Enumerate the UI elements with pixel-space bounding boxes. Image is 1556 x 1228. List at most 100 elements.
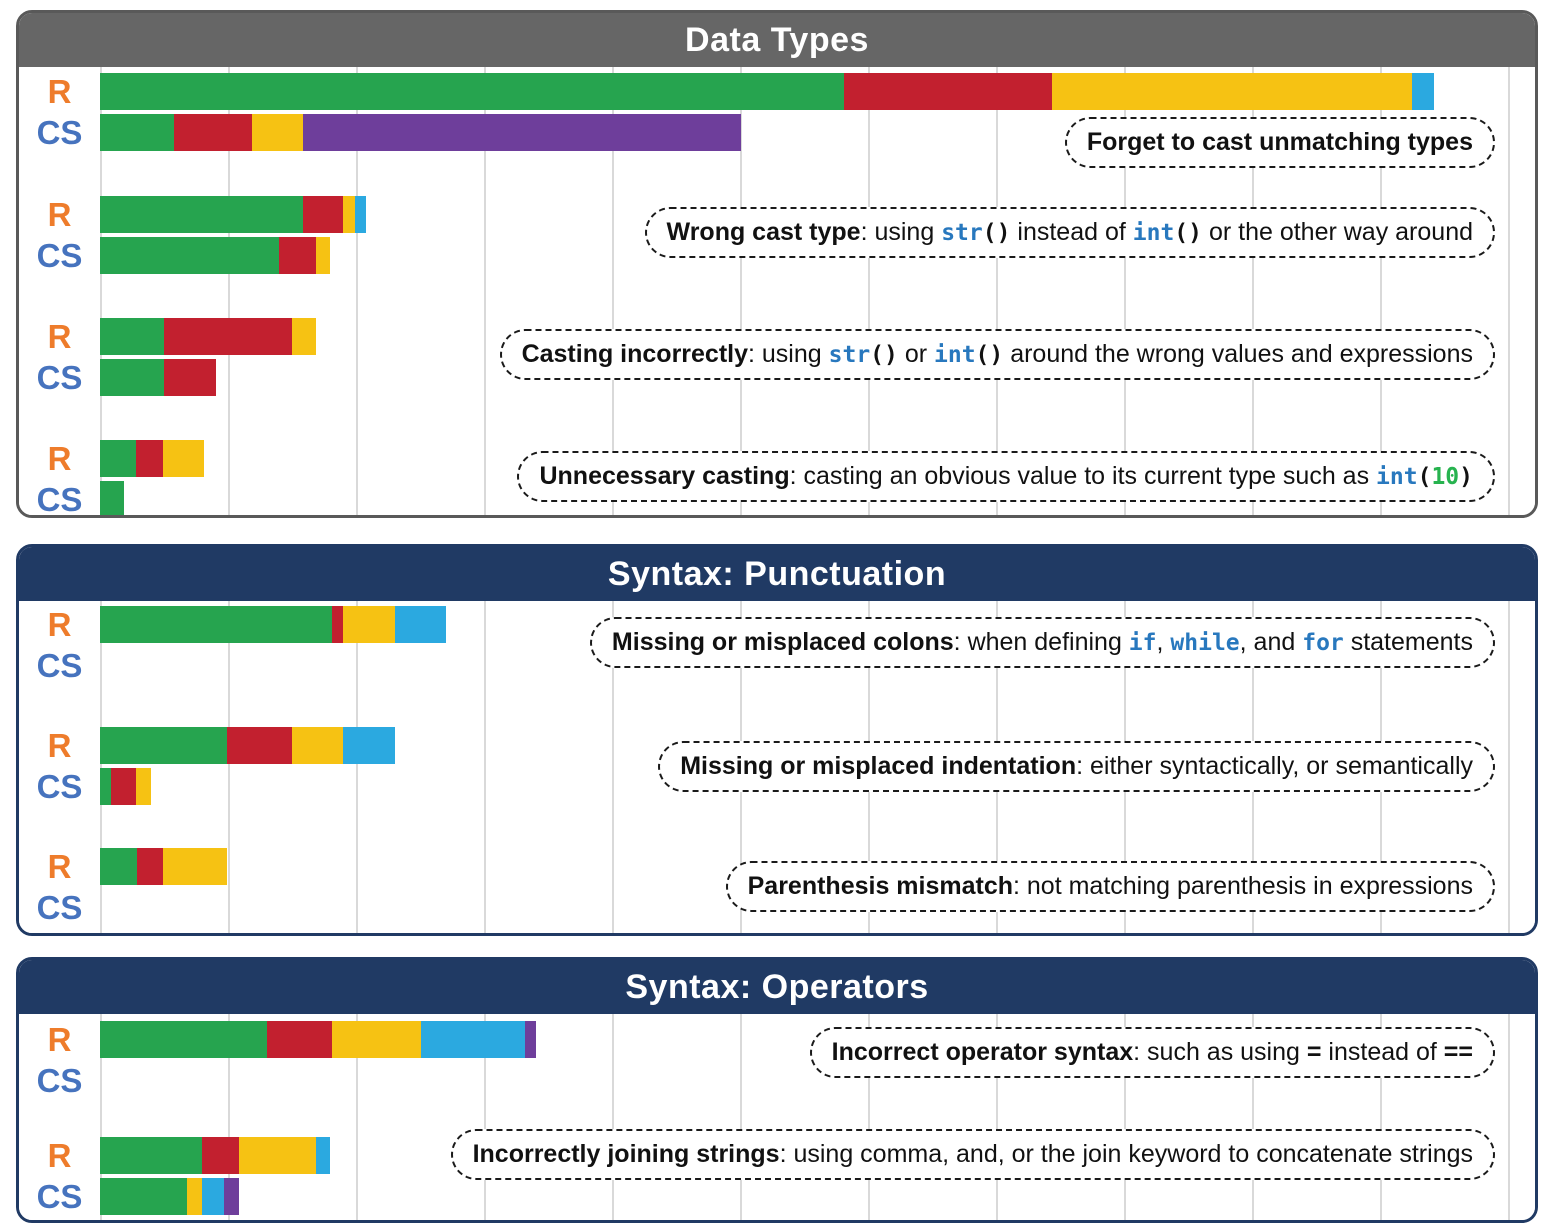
bar-segment-red <box>267 1021 332 1058</box>
stacked-bar <box>100 73 1531 110</box>
bar-row-cs: CS <box>19 647 1531 684</box>
bar-segment-yellow <box>251 114 304 151</box>
annotation-text: , <box>1156 628 1171 656</box>
bar-group: R CS <box>19 1137 1531 1219</box>
bar-segment-yellow <box>343 606 395 643</box>
panel-body: R CS Incorrect operator syntax: such as us… <box>19 1014 1535 1220</box>
row-label-cs: CS <box>36 114 83 151</box>
bar-segment-green <box>100 114 175 151</box>
bar-track <box>100 73 1531 110</box>
bar-segment-yellow <box>187 1178 202 1215</box>
annotation-text: : using <box>748 340 829 368</box>
bar-segment-yellow <box>331 1021 421 1058</box>
bar-segment-green <box>100 1137 202 1174</box>
annotation-label: Parenthesis mismatch <box>747 872 1014 900</box>
panel-syntax-punctuation: Syntax: Punctuation R CS Missing or mispla… <box>16 544 1538 936</box>
row-label-cs: CS <box>36 1062 83 1099</box>
bar-track <box>100 440 1531 477</box>
bar-segment-yellow <box>291 318 317 355</box>
bar-segment-red <box>331 606 344 643</box>
code-token: int <box>934 342 976 368</box>
bar-segment-red <box>137 848 163 885</box>
bar-segment-purple <box>224 1178 239 1215</box>
bar-segment-yellow <box>316 237 331 274</box>
annotation-pill: Wrong cast type: using str() instead of … <box>644 207 1495 259</box>
panel-body: R CS Forget to cast unmatching types R CS Wro… <box>19 67 1535 515</box>
bar-segment-green <box>100 318 165 355</box>
row-label-cs: CS <box>36 647 83 684</box>
bar-segment-blue <box>201 1178 225 1215</box>
bar-segment-red <box>135 440 163 477</box>
bar-track <box>100 359 1531 396</box>
bar-segment-red <box>164 318 292 355</box>
bar-group: R CS <box>19 73 1531 155</box>
bar-group: R CS <box>19 848 1531 930</box>
bar-segment-green <box>100 1178 188 1215</box>
bar-row-r: R <box>19 606 1531 643</box>
bar-track <box>100 114 1531 151</box>
stacked-bar <box>100 1178 1531 1215</box>
annotation-label: Forget to cast unmatching types <box>1086 128 1473 156</box>
stacked-bar <box>100 114 1531 151</box>
code-token-paren: () <box>975 342 1004 368</box>
bar-segment-green <box>100 359 165 396</box>
bar-track <box>100 196 1531 233</box>
bar-row-r: R <box>19 318 1531 355</box>
code-token-literal: 10 <box>1431 464 1460 490</box>
bar-segment-red <box>844 73 1052 110</box>
stacked-bar <box>100 848 1531 885</box>
row-label-r: R <box>47 727 72 764</box>
stacked-bar <box>100 606 1531 643</box>
code-token: str <box>828 342 871 368</box>
row-label-r: R <box>47 1021 72 1058</box>
annotation-label: Missing or misplaced colons <box>611 628 954 656</box>
code-token-paren: ( <box>1417 464 1432 490</box>
annotation-pill: Unnecessary casting: casting an obvious … <box>517 451 1495 503</box>
bar-track <box>100 318 1531 355</box>
annotation-text: : not matching parenthesis in expression… <box>1013 872 1473 900</box>
bar-segment-red <box>174 114 252 151</box>
bar-segment-red <box>227 727 292 764</box>
bar-group: R CS <box>19 440 1531 515</box>
code-token-paren: () <box>1174 220 1202 246</box>
bar-segment-blue <box>1412 73 1434 110</box>
bar-segment-green <box>100 768 112 805</box>
annotation-text: statements <box>1343 628 1473 656</box>
row-label-r: R <box>47 440 72 477</box>
annotation-label: Missing or misplaced indentation <box>680 752 1077 780</box>
bar-segment-green <box>100 848 138 885</box>
bar-segment-blue <box>394 606 447 643</box>
bar-row-r: R <box>19 73 1531 110</box>
bar-row-cs: CS <box>19 1178 1531 1215</box>
row-label-r: R <box>47 606 72 643</box>
bar-segment-red <box>164 359 216 396</box>
bar-segment-green <box>100 237 279 274</box>
code-token: while <box>1170 630 1240 656</box>
annotation-text: : such as using <box>1133 1038 1307 1066</box>
annotation-text: : when defining <box>953 628 1129 656</box>
annotation-text: : using <box>860 218 942 246</box>
code-token-paren: () <box>982 220 1011 246</box>
annotation-label: Casting incorrectly <box>521 340 749 368</box>
code-token-paren: () <box>870 342 898 368</box>
bar-segment-purple <box>303 114 742 151</box>
stacked-bar <box>100 768 1531 805</box>
panel-body: R CS Missing or misplaced colons: when def… <box>19 601 1535 933</box>
stacked-bar <box>100 237 1531 274</box>
bar-segment-blue <box>420 1021 525 1058</box>
bar-group: R CS <box>19 318 1531 400</box>
bar-group: R CS <box>19 606 1531 688</box>
bar-row-r: R <box>19 1137 1531 1174</box>
bar-segment-blue <box>316 1137 331 1174</box>
bar-track <box>100 1137 1531 1174</box>
bar-track <box>100 237 1531 274</box>
bar-segment-green <box>100 727 228 764</box>
bar-row-cs: CS <box>19 1062 1531 1099</box>
panel-title: Data Types <box>19 13 1535 67</box>
bar-track <box>100 727 1531 764</box>
stacked-bar <box>100 440 1531 477</box>
bar-row-cs: CS <box>19 768 1531 805</box>
panel-syntax-operators: Syntax: Operators R CS Incorrect operator … <box>16 957 1538 1223</box>
annotation-label: Wrong cast type <box>666 218 861 246</box>
bar-track <box>100 481 1531 515</box>
